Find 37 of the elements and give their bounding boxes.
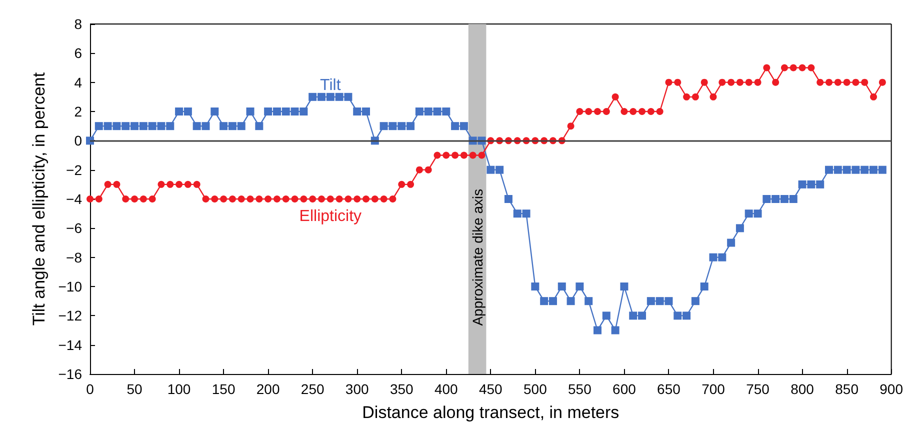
x-tick-label: 700 bbox=[702, 381, 726, 397]
y-tick-label: −2 bbox=[66, 162, 82, 178]
y-tick-label: −12 bbox=[58, 308, 82, 324]
x-tick-label: 150 bbox=[212, 381, 236, 397]
series-label: Tilt bbox=[320, 76, 342, 94]
x-tick-label: 250 bbox=[300, 381, 324, 397]
x-tick-label: 350 bbox=[390, 381, 414, 397]
y-axis-title: Tilt angle and ellipticity, in percent bbox=[29, 72, 48, 326]
y-tick-label: −10 bbox=[58, 278, 82, 294]
x-tick-label: 850 bbox=[835, 381, 859, 397]
x-tick-label: 400 bbox=[434, 381, 458, 397]
x-tick-label: 300 bbox=[345, 381, 369, 397]
x-tick-label: 200 bbox=[256, 381, 280, 397]
x-axis-title: Distance along transect, in meters bbox=[362, 403, 620, 422]
y-tick-label: −4 bbox=[66, 191, 82, 207]
x-tick-label: 0 bbox=[86, 381, 94, 397]
y-tick-label: 0 bbox=[74, 132, 82, 149]
y-tick-label: −8 bbox=[66, 249, 82, 266]
y-tick-label: 2 bbox=[74, 104, 82, 120]
band-label: Approximate dike axis bbox=[469, 188, 486, 326]
x-tick-label: 550 bbox=[568, 381, 592, 397]
y-tick-label: −16 bbox=[58, 366, 82, 382]
x-tick-label: 100 bbox=[167, 381, 191, 397]
y-tick-label: −6 bbox=[66, 220, 82, 236]
x-tick-label: 900 bbox=[880, 381, 904, 397]
x-tick-label: 800 bbox=[790, 381, 814, 397]
y-tick-label: −14 bbox=[58, 336, 82, 353]
x-tick-label: 500 bbox=[524, 381, 548, 397]
series-label: Ellipticity bbox=[299, 208, 362, 225]
x-tick-label: 650 bbox=[657, 381, 681, 397]
y-tick-label: 8 bbox=[74, 16, 82, 32]
x-tick-label: 600 bbox=[612, 381, 636, 397]
x-tick-label: 750 bbox=[746, 381, 770, 397]
y-tick-label: 6 bbox=[74, 45, 82, 62]
x-tick-label: 450 bbox=[478, 381, 503, 397]
y-tick-label: 4 bbox=[74, 74, 82, 90]
x-tick-label: 50 bbox=[126, 381, 143, 397]
